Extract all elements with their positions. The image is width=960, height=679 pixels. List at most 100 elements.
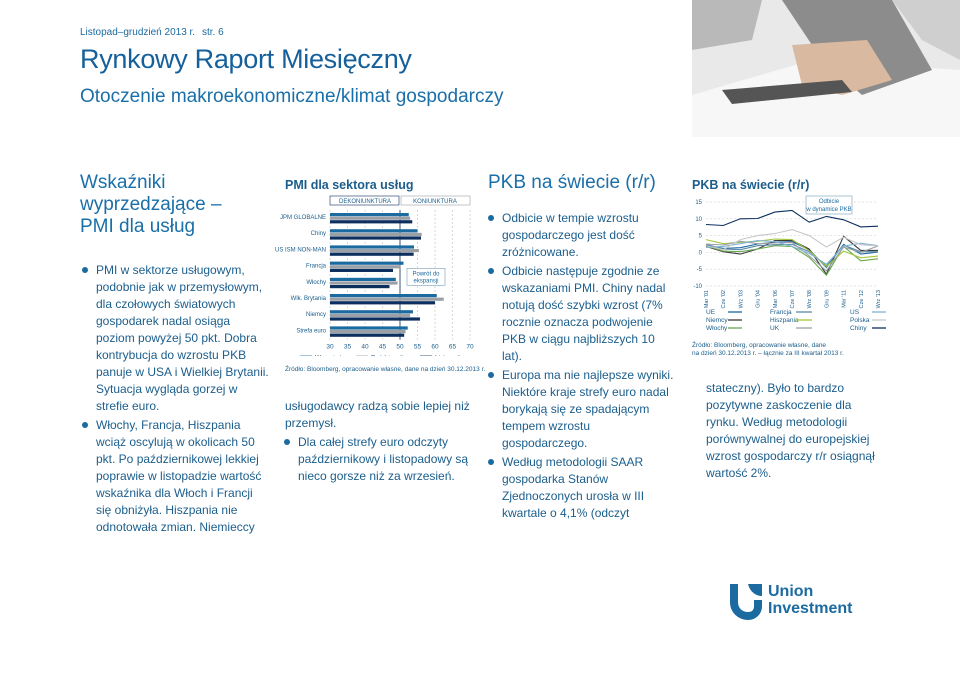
pmi-chart-source: Źródło: Bloomberg, opracowanie własne, d…: [285, 366, 486, 373]
legend-label: Październik: [371, 355, 405, 356]
page-number: str. 6: [202, 27, 224, 38]
pmi-bar: [330, 213, 409, 217]
legend-label: Hiszpania: [770, 317, 799, 324]
y-tick-label: -5: [697, 267, 703, 273]
category-label: US ISM NON-MAN: [275, 247, 326, 253]
x-tick-label: 50: [396, 344, 404, 351]
pmi-bar: [330, 281, 398, 285]
gdp-series-line: [705, 229, 879, 251]
section1-title-line: PMI dla usług: [80, 216, 196, 237]
gdp-series-line: [705, 240, 879, 265]
legend-label: Wrzesień: [315, 355, 342, 356]
pmi-bar: [330, 326, 408, 330]
pmi-bar: [330, 236, 421, 240]
pmi-bar: [330, 310, 413, 314]
gdp-series-line: [705, 240, 879, 272]
x-tick-label: 60: [431, 344, 439, 351]
pmi-bar: [330, 294, 437, 298]
legend-label: UK: [770, 325, 780, 332]
header-date: Listopad–grudzień 2013 r.: [80, 27, 196, 38]
pmi-chart: DEKONIUNKTURA KONIUNKTURA 30 35 40 45 50 55 60 65…: [275, 195, 474, 356]
list-item: PMI w sektorze usługowym, podobnie jak w…: [80, 262, 270, 415]
legend-label: Włochy: [706, 325, 728, 332]
pmi-bar: [330, 285, 390, 289]
gdp-series-line: [705, 243, 878, 267]
x-tick-label: Gru '04: [756, 290, 762, 308]
x-tick-label: 70: [466, 344, 474, 351]
category-label: Niemcy: [306, 312, 326, 318]
gdp-source-line: na dzień 30.12.2013 r. – łącznie za III …: [692, 350, 844, 357]
annotation-text: ekspansji: [413, 278, 438, 284]
legend-label: Listopad: [435, 355, 460, 356]
pmi-bar: [330, 252, 414, 256]
legend-label: UE: [706, 309, 716, 316]
x-tick-label: Mar '06: [773, 290, 779, 308]
page-subtitle: Otoczenie makroekonomiczne/klimat gospod…: [80, 86, 504, 107]
section1-title: Wskaźniki wyprzedzające – PMI dla usług: [80, 172, 260, 238]
annotation-text: Powrót do: [412, 271, 440, 277]
pmi-bar: [330, 220, 413, 224]
pmi-bar: [330, 277, 396, 281]
pmi-bar: [330, 229, 418, 233]
section2-bullets: Dla całej strefy euro odczyty październi…: [282, 434, 474, 487]
x-tick-label: Mar '11: [842, 290, 848, 308]
list-item: Odbicie w tempie wzrostu gospodarczego j…: [486, 210, 674, 261]
pmi-bar: [330, 232, 422, 236]
pmi-bar: [330, 249, 419, 253]
x-tick-label: 30: [326, 344, 334, 351]
category-label: Francja: [306, 264, 327, 270]
logo-line2: Investment: [768, 600, 853, 617]
y-tick-label: -10: [693, 284, 702, 290]
category-label: Strefa euro: [296, 328, 326, 334]
pmi-bar: [330, 265, 401, 269]
category-label: Włochy: [306, 280, 326, 286]
x-tick-label: Wrz '03: [738, 290, 744, 308]
section3-bullets: Odbicie w tempie wzrostu gospodarczego j…: [486, 210, 674, 524]
pmi-chart-title: PMI dla sektora usług: [285, 178, 414, 192]
pmi-bar: [330, 297, 444, 301]
x-tick-label: Cze '12: [859, 290, 865, 308]
x-tick-label: 40: [361, 344, 369, 351]
x-tick-label: Cze '02: [721, 290, 727, 308]
dekoniunktura-band: [329, 195, 400, 206]
y-tick-label: 15: [695, 200, 702, 206]
pmi-bar: [330, 313, 411, 317]
page-title: Rynkowy Raport Miesięczny: [80, 44, 412, 74]
list-item: Włochy, Francja, Hiszpania wciąż oscyluj…: [80, 417, 270, 536]
legend-label: Francja: [770, 309, 792, 316]
pmi-bar: [330, 317, 420, 321]
list-item: Dla całej strefy euro odczyty październi…: [282, 434, 474, 485]
legend-label: Niemcy: [706, 317, 728, 324]
legend-label: Chiny: [850, 325, 867, 332]
pmi-bar: [330, 261, 404, 265]
koniunktura-label: KONIUNKTURA: [413, 199, 457, 205]
pmi-bar: [330, 330, 406, 334]
x-tick-label: 65: [449, 344, 457, 351]
x-tick-label: Cze '07: [790, 290, 796, 308]
annotation-box: [406, 268, 446, 286]
y-tick-label: 5: [699, 234, 703, 240]
pmi-bar: [330, 216, 411, 220]
section3-title: PKB na świecie (r/r): [488, 172, 656, 193]
pmi-bar: [330, 245, 414, 249]
list-item: Według metodologii SAAR gospodarka Stanó…: [486, 454, 674, 522]
section2-text: usługodawcy radzą sobie lepiej niż przem…: [285, 399, 470, 430]
category-label: JPM GLOBALNE: [280, 215, 326, 221]
union-investment-logo: Union Investment: [726, 578, 860, 624]
x-tick-label: Gru '09: [824, 290, 830, 308]
gdp-series-line: [705, 209, 879, 228]
legend-label: US: [850, 309, 860, 316]
annotation-text: w dynamice PKB: [805, 207, 851, 213]
header-photo: [692, 0, 960, 137]
gdp-chart-source: Źródło: Bloomberg, opracowanie własne, d…: [692, 342, 844, 358]
annotation-text: Odbicie: [819, 199, 840, 205]
dekoniunktura-label: DEKONIUNKTURA: [339, 199, 391, 205]
gdp-chart-title: PKB na świecie (r/r): [692, 178, 810, 192]
section4-text: stateczny). Było to bardzo pozytywne zas…: [706, 381, 875, 480]
gdp-source-line: Źródło: Bloomberg, opracowanie własne, d…: [692, 342, 827, 349]
list-item: Odbicie następuje zgodnie ze wskazaniami…: [486, 263, 674, 365]
y-tick-label: 10: [695, 217, 702, 223]
x-tick-label: Wrz '08: [807, 290, 813, 308]
x-tick-label: 45: [379, 344, 387, 351]
category-label: Chiny: [311, 231, 326, 237]
